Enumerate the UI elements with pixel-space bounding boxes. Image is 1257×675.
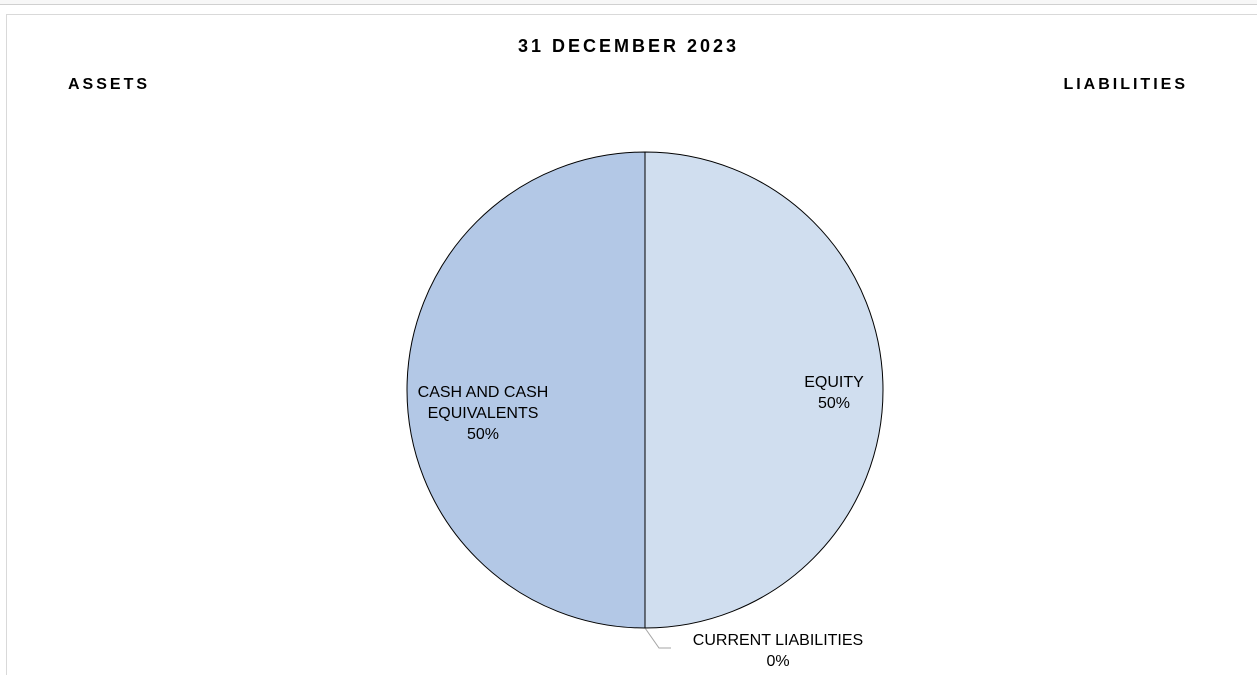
- pie-slice-cash-and-cash-equivalents: [406, 151, 646, 629]
- slice-label-text: EQUIVALENTS: [428, 405, 539, 422]
- chart-title: 31 DECEMBER 2023: [517, 36, 740, 56]
- liabilities-heading: LIABILITIES: [1063, 76, 1188, 93]
- slice-label-text: CURRENT LIABILITIES: [693, 632, 863, 649]
- slice-percent-label: 50%: [467, 426, 499, 443]
- slice-label-text: EQUITY: [804, 374, 864, 391]
- leader-line: [644, 627, 671, 649]
- slice-label-text: CASH AND CASH: [418, 384, 549, 401]
- slice-label-current-liabilities: CURRENT LIABILITIES 0%: [693, 632, 863, 670]
- pie-slice-equity: [644, 151, 884, 629]
- slice-label-equity: EQUITY 50%: [804, 374, 864, 412]
- assets-heading: ASSETS: [68, 76, 151, 93]
- top-rule: [0, 0, 1257, 5]
- slice-percent-label: 50%: [818, 395, 850, 412]
- slice-label-cash-and-cash-equivalents: CASH AND CASH EQUIVALENTS 50%: [418, 384, 549, 443]
- slice-percent-label: 0%: [766, 653, 789, 670]
